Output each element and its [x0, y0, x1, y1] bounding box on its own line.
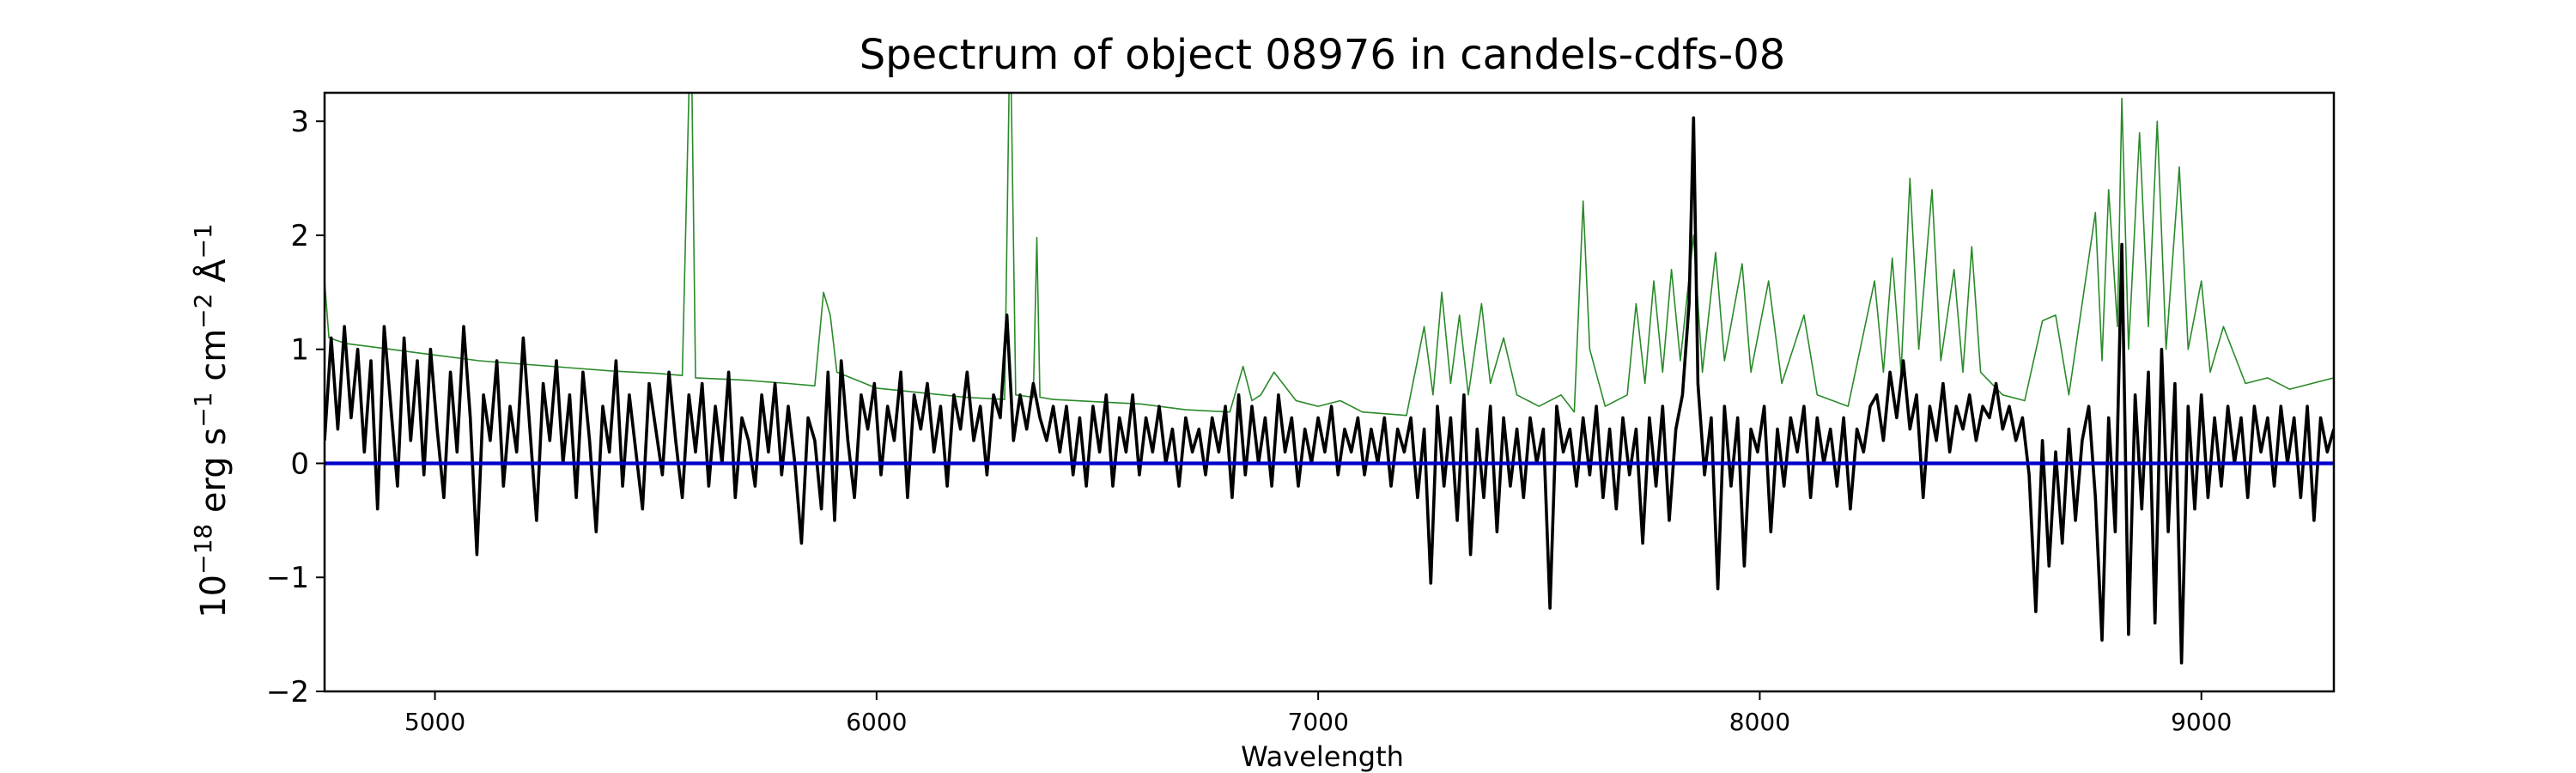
- x-tick-label: 7000: [1288, 708, 1349, 736]
- x-tick-label: 6000: [846, 708, 907, 736]
- series-line-model: [325, 93, 2334, 417]
- y-label-cm-exp: −2: [189, 294, 217, 329]
- chart-title: Spectrum of object 08976 in candels-cdfs…: [860, 31, 1786, 79]
- x-axis-label: Wavelength: [1241, 740, 1404, 773]
- y-label-ang: Å: [192, 259, 234, 294]
- y-axis-label-group: 10−18 erg s−1 cm−2 Å−1: [189, 223, 234, 618]
- y-tick-label: 1: [290, 333, 309, 368]
- y-tick-label: 0: [290, 447, 309, 481]
- plot-area: 5000 6000 7000 8000 9000 −2 −1 0 1 2 3: [266, 91, 2336, 736]
- y-label-erg: erg s: [194, 428, 234, 524]
- y-tick-label: −2: [266, 675, 309, 709]
- x-tick-label: 9000: [2171, 708, 2232, 736]
- y-label-exp: −18: [189, 524, 217, 575]
- y-label-ang-exp: −1: [189, 223, 217, 259]
- y-tick-label: −1: [266, 561, 309, 595]
- x-axis: 5000 6000 7000 8000 9000: [404, 691, 2232, 736]
- x-tick-label: 8000: [1729, 708, 1790, 736]
- y-axis: −2 −1 0 1 2 3: [266, 105, 325, 709]
- y-label-base: 10: [194, 575, 234, 618]
- series-line-flux: [325, 116, 2334, 665]
- series-layer: [325, 93, 2334, 665]
- plot-frame: [323, 91, 2336, 693]
- x-tick-label: 5000: [404, 708, 465, 736]
- y-tick-label: 2: [290, 219, 309, 253]
- y-label-s-exp: −1: [189, 393, 217, 428]
- y-axis-label: 10−18 erg s−1 cm−2 Å−1: [189, 223, 234, 618]
- y-tick-label: 3: [290, 105, 309, 139]
- y-label-cm: cm: [194, 329, 234, 393]
